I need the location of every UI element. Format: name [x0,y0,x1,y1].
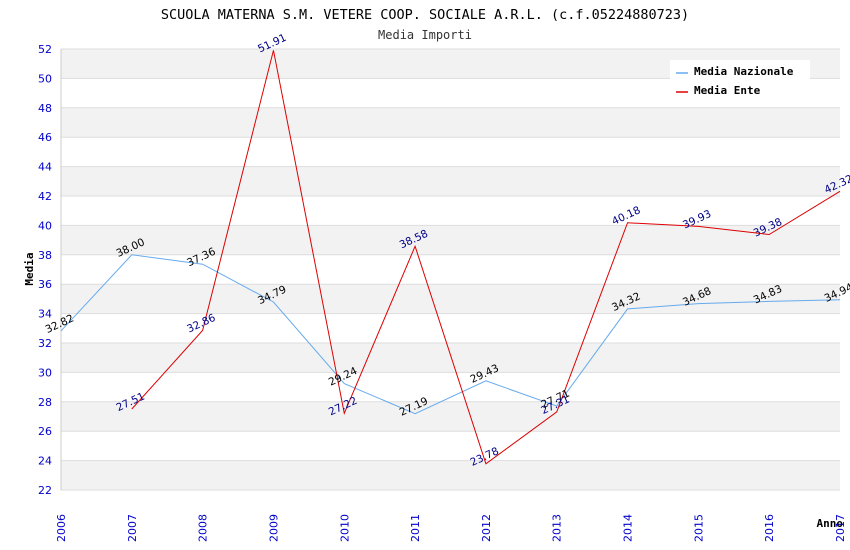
y-tick-label: 44 [38,161,52,174]
chart-subtitle: Media Importi [378,28,472,42]
y-axis-label: Media [23,252,36,285]
grid-band [61,166,840,196]
y-tick-label: 22 [38,484,52,497]
y-tick-label: 48 [38,102,52,115]
grid-band [61,284,840,314]
x-tick-label: 2013 [551,514,564,542]
y-tick-label: 36 [38,278,52,291]
x-tick-label: 2016 [763,514,776,542]
x-tick-label: 2017 [834,514,847,542]
series-line-media-ente [131,50,841,465]
grid-band [61,343,840,373]
grid-band [61,107,840,138]
plot-background [60,48,840,491]
data-label: 40.18 [610,204,642,228]
y-tick-label: 28 [38,396,52,409]
x-axis-ticks: 2006 2007 2008 2009 2010 2011 2012 2013 2014 2015… [55,514,847,542]
series-line-media-nazionale [60,254,841,415]
chart-title: SCUOLA MATERNA S.M. VETERE COOP. SOCIALE… [161,7,689,23]
legend-label-media-nazionale: Media Nazionale [694,65,794,78]
y-tick-label: 38 [38,249,52,262]
legend-box [670,60,810,100]
y-tick-label: 24 [38,455,52,468]
y-tick-label: 46 [38,131,52,144]
y-axis-ticks: 22 24 26 28 30 32 34 36 38 40 42 44 46 48 50 52 [38,43,52,497]
y-tick-label: 32 [38,337,52,350]
y-tick-label: 26 [38,425,52,438]
x-tick-label: 2008 [197,514,210,542]
y-tick-label: 30 [38,366,52,379]
series-lines [60,50,841,465]
x-tick-label: 2009 [267,514,280,542]
x-tick-label: 2011 [409,514,422,542]
grid-band [61,460,840,490]
grid-band [61,401,840,432]
x-tick-label: 2012 [480,514,493,542]
y-tick-label: 50 [38,72,52,85]
y-tick-label: 52 [38,43,52,56]
y-tick-label: 42 [38,190,52,203]
y-tick-label: 34 [38,308,52,321]
x-tick-label: 2010 [338,514,351,542]
legend-label-media-ente: Media Ente [694,84,761,97]
x-tick-label: 2007 [126,514,139,542]
x-tick-label: 2006 [55,514,68,542]
legend: Media Nazionale Media Ente [670,60,810,100]
x-tick-label: 2014 [622,514,635,542]
grid-band [61,225,840,255]
x-axis-label: Anno [817,517,844,530]
y-tick-label: 40 [38,219,52,232]
x-tick-label: 2015 [692,514,705,542]
